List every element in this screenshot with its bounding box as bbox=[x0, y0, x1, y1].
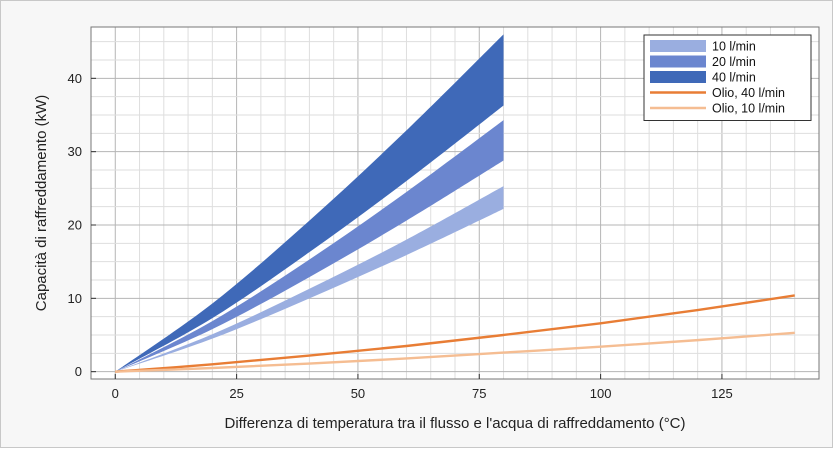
line-olio-40-l-min bbox=[115, 294, 795, 373]
x-axis-title: Differenza di temperatura tra il flusso … bbox=[224, 415, 685, 432]
y-tick-label: 40 bbox=[68, 71, 82, 86]
legend-label: Olio, 10 l/min bbox=[712, 102, 785, 116]
x-tick-label: 0 bbox=[112, 386, 119, 401]
legend-swatch bbox=[650, 71, 706, 83]
y-tick-label: 10 bbox=[68, 291, 82, 306]
legend-label: 10 l/min bbox=[712, 40, 756, 54]
y-tick-label: 20 bbox=[68, 218, 82, 233]
lines bbox=[115, 294, 795, 373]
axes: 0 25 50 75 100 125 0 10 20 30 40 bbox=[68, 71, 733, 401]
legend-swatch bbox=[650, 40, 706, 52]
y-tick-label: 30 bbox=[68, 144, 82, 159]
y-tick-label: 0 bbox=[75, 364, 82, 379]
legend-label: 40 l/min bbox=[712, 71, 756, 85]
x-tick-label: 100 bbox=[590, 386, 612, 401]
line-olio-10-l-min bbox=[115, 331, 795, 373]
y-axis-title: Capacità di raffreddamento (kW) bbox=[33, 95, 50, 311]
plot-border bbox=[90, 26, 820, 380]
x-tick-label: 25 bbox=[229, 386, 243, 401]
legend-swatch bbox=[650, 55, 706, 68]
x-tick-label: 50 bbox=[351, 386, 365, 401]
x-tick-label: 125 bbox=[711, 386, 733, 401]
legend-label: Olio, 40 l/min bbox=[712, 86, 785, 100]
x-tick-label: 75 bbox=[472, 386, 486, 401]
legend-label: 20 l/min bbox=[712, 55, 756, 69]
